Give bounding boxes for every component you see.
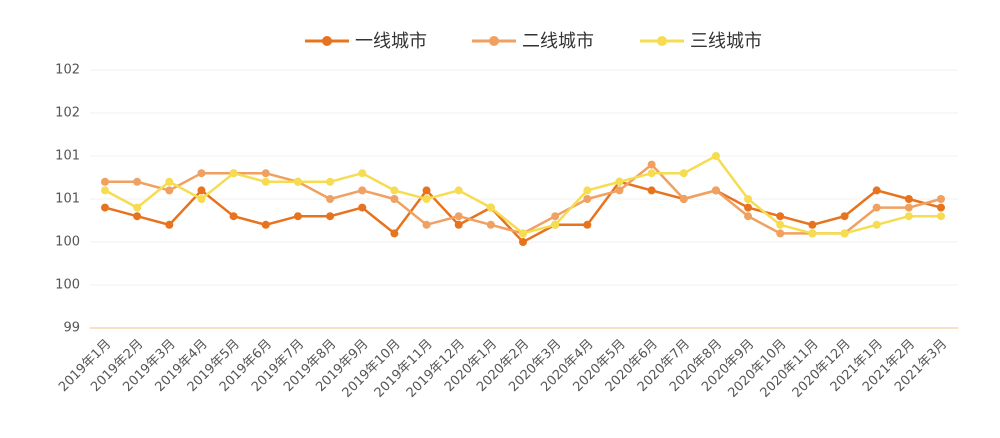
data-point [840, 212, 849, 221]
y-tick-label: 99 [63, 321, 80, 336]
data-point [390, 195, 399, 203]
data-point [904, 195, 913, 203]
data-point [454, 212, 463, 221]
data-point [808, 220, 817, 229]
data-point [872, 186, 881, 195]
legend-marker [322, 36, 332, 46]
data-point [326, 177, 335, 186]
data-point [293, 212, 302, 221]
data-point [776, 229, 785, 238]
data-point [647, 186, 656, 195]
data-point [326, 212, 335, 221]
data-point [293, 177, 302, 186]
data-point [904, 203, 913, 212]
data-point [454, 220, 463, 229]
data-point [937, 212, 945, 221]
y-tick-label: 100 [55, 278, 80, 293]
data-point [711, 186, 720, 195]
data-point [133, 212, 142, 221]
data-point [358, 203, 367, 212]
data-point [165, 186, 174, 195]
data-point [133, 203, 142, 212]
data-point [776, 212, 785, 221]
y-tick-label: 101 [55, 149, 80, 164]
y-tick-label: 100 [55, 235, 80, 250]
data-point [229, 169, 238, 178]
series-line [104, 154, 941, 235]
data-point [551, 220, 560, 229]
data-point [744, 195, 753, 203]
data-point [422, 195, 431, 203]
legend-label: 一线城市 [355, 31, 427, 52]
legend-marker [489, 36, 499, 46]
legend-marker [657, 36, 667, 46]
data-point [197, 169, 206, 178]
data-point [519, 238, 527, 246]
data-point [937, 195, 945, 203]
data-point [165, 177, 174, 186]
data-point [776, 220, 785, 229]
data-point [872, 203, 881, 212]
data-point [390, 229, 399, 238]
data-point [390, 186, 399, 195]
legend-label: 三线城市 [690, 31, 762, 52]
data-point [679, 195, 688, 203]
data-point [647, 160, 656, 169]
data-point [101, 203, 109, 212]
data-point [937, 203, 945, 212]
data-point [422, 186, 431, 195]
data-point [165, 220, 174, 229]
data-point [647, 169, 656, 178]
data-point [583, 195, 592, 203]
data-point [261, 169, 270, 178]
data-point [615, 186, 624, 195]
y-tick-label: 102 [55, 63, 80, 78]
data-point [197, 195, 206, 203]
data-point [422, 220, 431, 229]
data-point [583, 186, 592, 195]
data-point [101, 186, 109, 195]
data-point [744, 203, 753, 212]
data-point [101, 177, 109, 186]
y-tick-label: 102 [55, 106, 80, 121]
data-point [358, 186, 367, 195]
data-point [904, 212, 913, 221]
data-point [840, 229, 849, 238]
data-point [486, 203, 495, 212]
data-point [551, 212, 560, 221]
data-point [454, 186, 463, 195]
data-point [197, 186, 206, 195]
data-point [519, 229, 527, 238]
data-point [229, 212, 238, 221]
data-point [326, 195, 335, 203]
data-point [261, 220, 270, 229]
data-point [486, 220, 495, 229]
data-point [358, 169, 367, 178]
data-point [711, 152, 720, 160]
data-point [261, 177, 270, 186]
y-tick-label: 101 [55, 192, 80, 207]
data-point [872, 220, 881, 229]
data-point [679, 169, 688, 178]
data-point [583, 220, 592, 229]
data-point [133, 177, 142, 186]
data-point [808, 229, 817, 238]
data-point [744, 212, 753, 221]
data-point [615, 177, 624, 186]
legend-label: 二线城市 [522, 31, 594, 52]
